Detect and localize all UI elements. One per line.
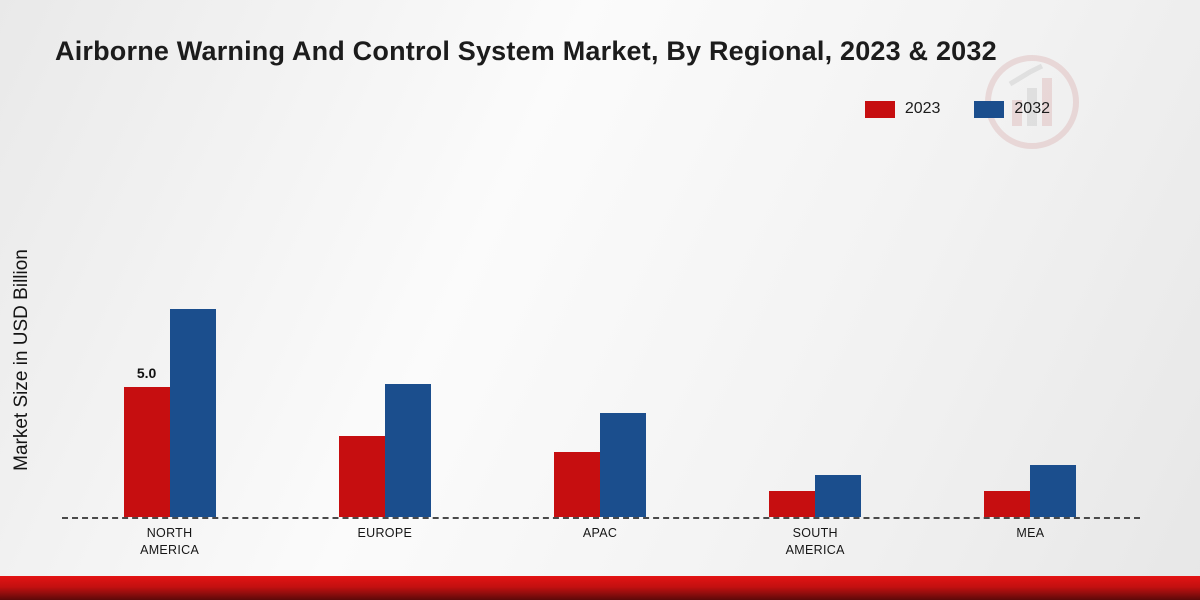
bar-group-apac bbox=[492, 150, 707, 517]
bar-2023-south-america bbox=[769, 491, 816, 517]
bar-2023-apac bbox=[554, 452, 600, 517]
x-axis-baseline bbox=[62, 517, 1140, 519]
bar-2023-mea bbox=[984, 491, 1031, 517]
bar-2032-north-america bbox=[169, 309, 216, 517]
x-label-south-america: SOUTH AMERICA bbox=[785, 526, 845, 557]
bar-value-label-2023-north-america: 5.0 bbox=[136, 365, 157, 381]
bar-2032-apac bbox=[600, 413, 646, 517]
x-label-north-america: NORTH AMERICA bbox=[140, 526, 200, 557]
x-axis-category-labels: NORTH AMERICA EUROPE APAC SOUTH AMERICA MEA bbox=[62, 525, 1138, 559]
bar-2032-europe bbox=[384, 384, 431, 517]
y-axis-label: Market Size in USD Billion bbox=[11, 249, 32, 471]
bar-group-north-america: 5.0 bbox=[62, 150, 277, 517]
legend-label-2023: 2023 bbox=[904, 100, 941, 117]
page-title: Airborne Warning And Control System Mark… bbox=[55, 36, 997, 66]
footer-accent-band bbox=[0, 576, 1200, 600]
x-label-apac: APAC bbox=[582, 526, 618, 540]
bar-group-europe bbox=[277, 150, 492, 517]
bar-2023-north-america: 5.0 bbox=[123, 365, 170, 517]
legend-label-2032: 2032 bbox=[1014, 100, 1050, 117]
x-label-mea: MEA bbox=[1016, 526, 1045, 540]
bar-2032-mea bbox=[1030, 465, 1077, 517]
bar-group-south-america bbox=[708, 150, 923, 517]
bar-chart-plot-area: 5.0 bbox=[62, 150, 1138, 517]
legend-swatch-2032 bbox=[974, 100, 1005, 118]
bar-2032-south-america bbox=[815, 475, 862, 517]
bar-group-mea bbox=[923, 150, 1138, 517]
bar-2023-europe bbox=[338, 436, 385, 517]
legend-item-2023: 2023 bbox=[864, 100, 941, 118]
legend-swatch-2023 bbox=[864, 100, 895, 118]
legend-item-2032: 2032 bbox=[974, 100, 1050, 118]
x-label-europe: EUROPE bbox=[357, 526, 413, 540]
chart-legend: 2023 2032 bbox=[864, 100, 1050, 118]
